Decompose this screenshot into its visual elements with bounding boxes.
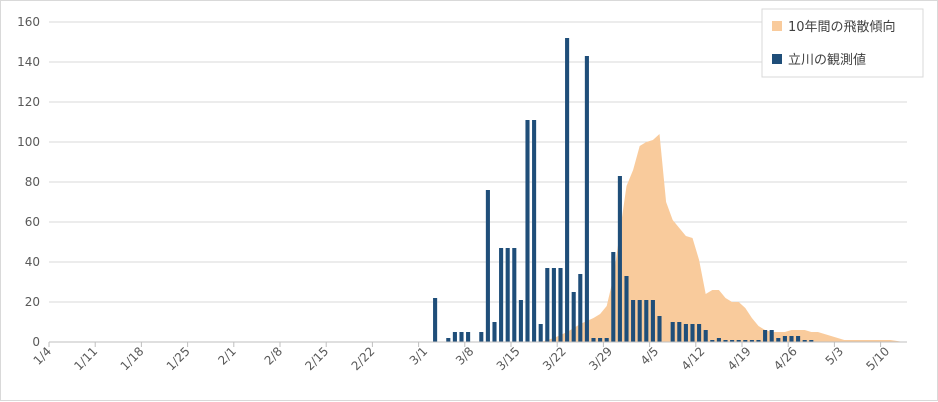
legend-swatch-bar <box>772 54 782 64</box>
bar-observed <box>532 120 537 342</box>
x-tick-label: 3/15 <box>494 344 523 373</box>
bar-observed <box>697 324 702 342</box>
y-tick-label: 20 <box>25 295 40 309</box>
bar-observed <box>637 300 642 342</box>
bar-observed <box>703 330 708 342</box>
bar-observed <box>479 332 484 342</box>
bar-observed <box>591 338 596 342</box>
bar-observed <box>776 338 781 342</box>
bar-observed <box>446 338 451 342</box>
x-tick-label: 3/8 <box>453 344 477 368</box>
legend-box <box>761 8 924 78</box>
bar-observed <box>789 336 794 342</box>
bar-observed <box>670 322 675 342</box>
bar-observed <box>565 38 570 342</box>
bar-observed <box>512 248 517 342</box>
bar-observed <box>769 330 774 342</box>
bar-observed <box>796 336 801 342</box>
bar-observed <box>611 252 616 342</box>
bar-observed <box>650 300 655 342</box>
x-tick-label: 3/1 <box>407 344 431 368</box>
bar-observed <box>802 340 807 342</box>
bar-observed <box>545 268 550 342</box>
bar-observed <box>644 300 649 342</box>
area-series-10yr-trend <box>540 134 904 342</box>
bar-observed <box>723 340 728 342</box>
bar-observed <box>743 340 748 342</box>
bar-observed <box>571 292 576 342</box>
bar-observed <box>730 340 735 342</box>
y-tick-label: 80 <box>25 175 40 189</box>
y-tick-label: 60 <box>25 215 40 229</box>
bar-observed <box>505 248 510 342</box>
y-tick-label: 120 <box>17 95 40 109</box>
bar-observed <box>466 332 471 342</box>
x-tick-label: 5/3 <box>823 344 847 368</box>
y-tick-label: 160 <box>17 15 40 29</box>
x-tick-label: 2/1 <box>215 344 239 368</box>
x-tick-label: 4/12 <box>679 344 708 373</box>
bar-observed <box>631 300 636 342</box>
bar-observed <box>584 56 589 342</box>
bar-observed <box>452 332 457 342</box>
x-tick-label: 3/22 <box>540 344 569 373</box>
bar-observed <box>492 322 497 342</box>
bar-observed <box>683 324 688 342</box>
legend-swatch-area <box>772 21 782 31</box>
x-tick-label: 1/18 <box>118 344 147 373</box>
bar-observed <box>538 324 543 342</box>
bar-observed <box>749 340 754 342</box>
x-tick-label: 4/26 <box>771 344 800 373</box>
bar-observed <box>459 332 464 342</box>
y-tick-label: 140 <box>17 55 40 69</box>
bar-observed <box>763 330 768 342</box>
bar-observed <box>617 176 622 342</box>
bar-observed <box>809 340 814 342</box>
legend-label-area: 10年間の飛散傾向 <box>788 19 896 35</box>
bar-observed <box>736 340 741 342</box>
x-tick-label: 2/15 <box>302 344 331 373</box>
y-tick-label: 0 <box>32 335 40 349</box>
bar-observed <box>551 268 556 342</box>
x-tick-label: 5/10 <box>863 344 892 373</box>
x-tick-label: 1/25 <box>164 344 193 373</box>
y-tick-label: 40 <box>25 255 40 269</box>
bar-observed <box>624 276 629 342</box>
x-tick-label: 2/8 <box>262 344 286 368</box>
bar-observed <box>677 322 682 342</box>
bar-observed <box>518 300 523 342</box>
x-tick-label: 4/5 <box>638 344 662 368</box>
bar-observed <box>782 336 787 342</box>
bar-observed <box>657 316 662 342</box>
x-tick-label: 1/11 <box>71 344 100 373</box>
bar-observed <box>690 324 695 342</box>
bar-observed <box>598 338 603 342</box>
x-tick-label: 4/19 <box>725 344 754 373</box>
bar-observed <box>525 120 530 342</box>
bar-observed <box>578 274 583 342</box>
x-tick-label: 3/29 <box>586 344 615 373</box>
y-tick-label: 100 <box>17 135 40 149</box>
bar-observed <box>756 340 761 342</box>
bar-observed <box>716 338 721 342</box>
x-tick-label: 2/22 <box>349 344 378 373</box>
bar-observed <box>604 338 609 342</box>
bar-observed <box>710 340 715 342</box>
bar-observed <box>433 298 438 342</box>
bar-observed <box>499 248 504 342</box>
bar-observed <box>485 190 490 342</box>
bar-observed <box>558 268 563 342</box>
legend-label-bar: 立川の観測値 <box>788 52 866 68</box>
